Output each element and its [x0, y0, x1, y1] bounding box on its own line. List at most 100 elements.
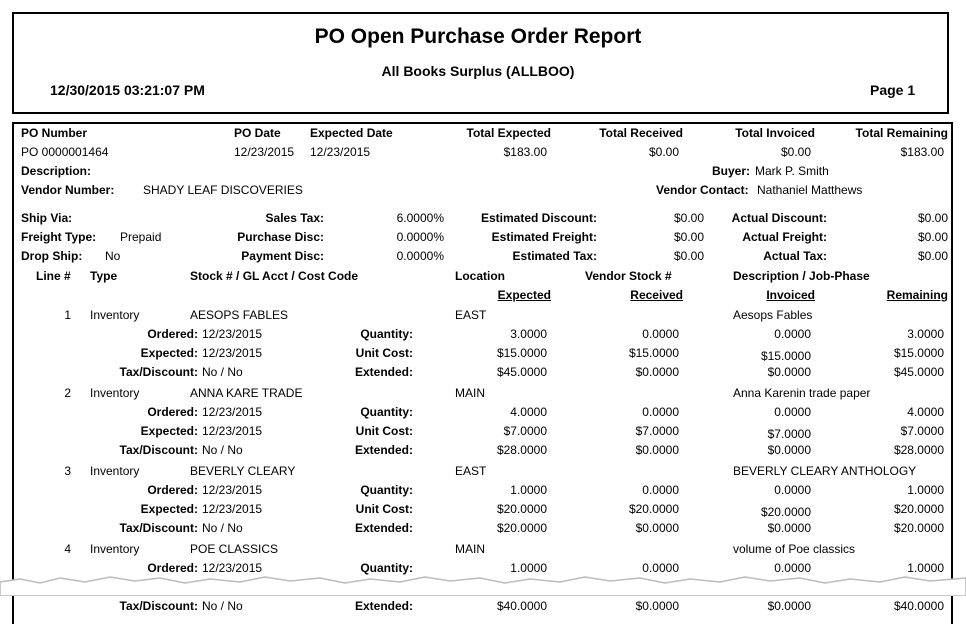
- unit-cost-label: Unit Cost:: [355, 502, 413, 516]
- ext-remaining: $40.0000: [893, 599, 944, 613]
- unit-remaining: $15.0000: [893, 346, 944, 360]
- act-freight-label: Actual Freight:: [742, 230, 827, 244]
- col-location: Location: [455, 269, 505, 283]
- total-received-label: Total Received: [599, 126, 683, 140]
- unit-expected: $15.0000: [496, 346, 547, 360]
- line-location: MAIN: [455, 542, 485, 556]
- expected-label: Expected:: [140, 502, 198, 516]
- tax-discount: No / No: [202, 521, 243, 535]
- est-tax: $0.00: [673, 249, 704, 263]
- line-number: 3: [64, 464, 71, 478]
- ordered-date: 12/23/2015: [202, 561, 263, 575]
- ext-received: $0.0000: [635, 365, 679, 379]
- sales-tax: 6.0000%: [396, 211, 444, 225]
- col-received: Received: [630, 288, 683, 302]
- est-freight-label: Estimated Freight:: [491, 230, 597, 244]
- report-title: PO Open Purchase Order Report: [314, 25, 642, 48]
- line-type: Inventory: [90, 542, 140, 556]
- qty-remaining: 4.0000: [907, 405, 944, 419]
- quantity-label: Quantity:: [360, 483, 413, 497]
- buyer-label: Buyer:: [712, 164, 751, 178]
- expected-date: 12/23/2015: [202, 424, 263, 438]
- unit-expected: $7.0000: [503, 424, 547, 438]
- expected-date: 12/23/2015: [202, 346, 263, 360]
- col-invoiced: Invoiced: [766, 288, 815, 302]
- unit-invoiced: $7.0000: [767, 427, 811, 441]
- act-tax-label: Actual Tax:: [763, 249, 827, 263]
- ordered-label: Ordered:: [147, 405, 198, 419]
- act-discount: $0.00: [917, 211, 948, 225]
- tax-discount: No / No: [202, 599, 243, 613]
- qty-remaining: 1.0000: [907, 561, 944, 575]
- buyer-name: Mark P. Smith: [755, 164, 829, 178]
- total-received: $0.00: [648, 145, 679, 159]
- expected-label: Expected:: [140, 346, 198, 360]
- line-description: Anna Karenin trade paper: [733, 386, 871, 400]
- ext-invoiced: $0.0000: [767, 521, 811, 535]
- qty-invoiced: 0.0000: [774, 405, 811, 419]
- expected-label: Expected:: [140, 424, 198, 438]
- qty-received: 0.0000: [642, 405, 679, 419]
- unit-cost-label: Unit Cost:: [355, 346, 413, 360]
- ordered-label: Ordered:: [147, 327, 198, 341]
- col-line: Line #: [36, 269, 71, 283]
- ext-expected: $28.0000: [496, 443, 547, 457]
- qty-remaining: 3.0000: [907, 327, 944, 341]
- drop-ship: No: [105, 249, 121, 263]
- col-type: Type: [90, 269, 118, 283]
- extended-label: Extended:: [354, 365, 413, 379]
- po-date-label: PO Date: [234, 126, 281, 140]
- line-number: 2: [64, 386, 71, 400]
- report-header: [12, 12, 949, 114]
- ext-expected: $20.0000: [496, 521, 547, 535]
- col-description: Description / Job-Phase: [733, 269, 870, 283]
- est-tax-label: Estimated Tax:: [512, 249, 597, 263]
- extended-label: Extended:: [354, 443, 413, 457]
- ext-invoiced: $0.0000: [767, 599, 811, 613]
- tax-discount: No / No: [202, 365, 243, 379]
- ext-received: $0.0000: [635, 443, 679, 457]
- ext-received: $0.0000: [635, 521, 679, 535]
- payment-disc: 0.0000%: [396, 249, 444, 263]
- unit-cost-label: Unit Cost:: [355, 424, 413, 438]
- po-date: 12/23/2015: [234, 145, 295, 159]
- est-discount-label: Estimated Discount:: [480, 211, 597, 225]
- act-discount-label: Actual Discount:: [731, 211, 827, 225]
- qty-received: 0.0000: [642, 327, 679, 341]
- freight-type-label: Freight Type:: [21, 230, 97, 244]
- torn-page-edge: [0, 576, 966, 596]
- ext-received: $0.0000: [635, 599, 679, 613]
- payment-disc-label: Payment Disc:: [241, 249, 324, 263]
- line-location: EAST: [455, 464, 487, 478]
- purchase-disc-label: Purchase Disc:: [237, 230, 324, 244]
- line-description: BEVERLY CLEARY ANTHOLOGY: [733, 464, 917, 478]
- qty-expected: 3.0000: [510, 327, 547, 341]
- po-number-label: PO Number: [21, 126, 88, 140]
- expected-date-label: Expected Date: [310, 126, 393, 140]
- quantity-label: Quantity:: [360, 405, 413, 419]
- total-expected-label: Total Expected: [466, 126, 551, 140]
- qty-invoiced: 0.0000: [774, 483, 811, 497]
- sales-tax-label: Sales Tax:: [265, 211, 324, 225]
- extended-label: Extended:: [354, 599, 413, 613]
- expected-date: 12/23/2015: [310, 145, 371, 159]
- qty-expected: 1.0000: [510, 483, 547, 497]
- ordered-label: Ordered:: [147, 483, 198, 497]
- expected-date: 12/23/2015: [202, 502, 263, 516]
- line-type: Inventory: [90, 386, 140, 400]
- unit-remaining: $7.0000: [900, 424, 944, 438]
- purchase-disc: 0.0000%: [396, 230, 444, 244]
- line-number: 1: [64, 308, 71, 322]
- total-invoiced: $0.00: [780, 145, 811, 159]
- ext-expected: $40.0000: [496, 599, 547, 613]
- qty-expected: 4.0000: [510, 405, 547, 419]
- unit-invoiced: $15.0000: [760, 349, 811, 363]
- est-discount: $0.00: [673, 211, 704, 225]
- po-number: PO 0000001464: [21, 145, 109, 159]
- tax-discount: No / No: [202, 443, 243, 457]
- tax-discount-label: Tax/Discount:: [119, 443, 198, 457]
- line-type: Inventory: [90, 308, 140, 322]
- qty-received: 0.0000: [642, 561, 679, 575]
- line-stock: ANNA KARE TRADE: [190, 386, 303, 400]
- ext-remaining: $28.0000: [893, 443, 944, 457]
